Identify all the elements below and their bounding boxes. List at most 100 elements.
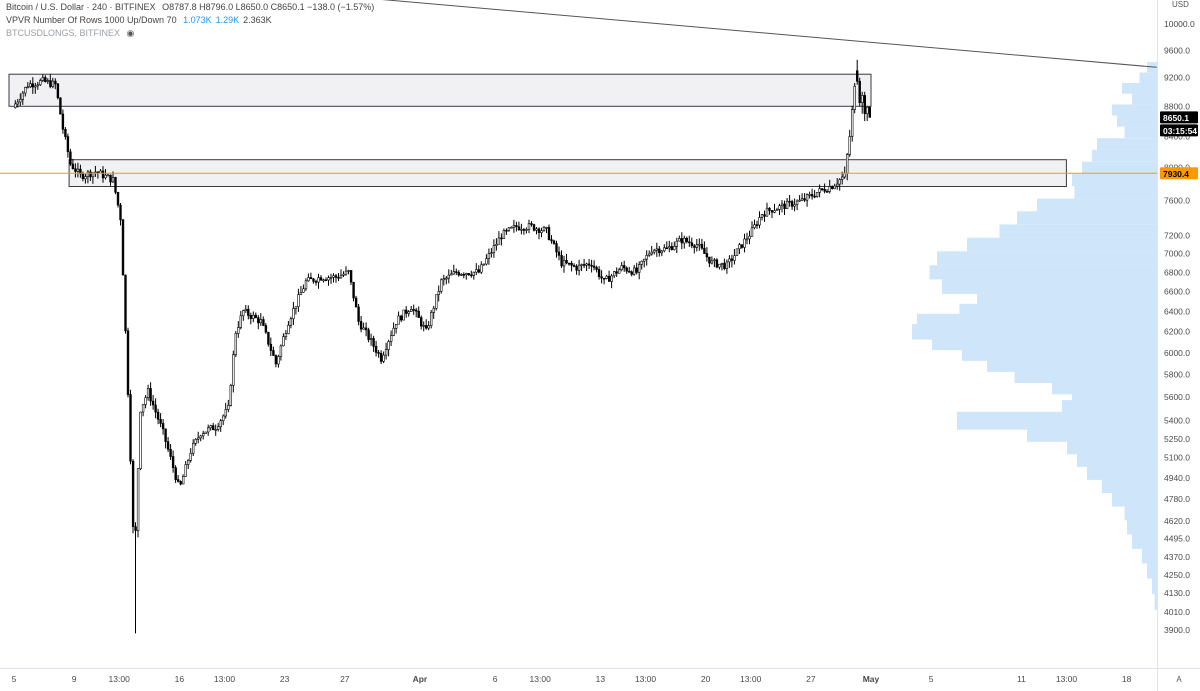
candle-body xyxy=(445,277,448,280)
candle-body xyxy=(402,309,405,321)
candle-body xyxy=(635,267,638,273)
candle-body xyxy=(99,170,102,174)
candle-body xyxy=(612,271,616,277)
price-axis[interactable]: USD10000.09600.09200.08800.08400.08000.0… xyxy=(1157,0,1199,691)
indicator-label[interactable]: VPVR Number Of Rows 1000 Up/Down 70 xyxy=(6,15,177,25)
price-tick-label: 6000.0 xyxy=(1164,348,1190,358)
candle-body xyxy=(189,452,192,461)
symbol-label[interactable]: Bitcoin / U.S. Dollar · 240 · BITFINEX xyxy=(6,2,156,12)
eye-icon[interactable]: ◉ xyxy=(126,28,135,38)
price-tick-label: 4780.0 xyxy=(1164,494,1190,504)
candle-body xyxy=(532,224,536,231)
price-tick-label: 6200.0 xyxy=(1164,327,1190,337)
candle-body xyxy=(39,80,42,86)
candle-body xyxy=(773,210,776,213)
candle-body xyxy=(730,258,734,261)
candle-body xyxy=(805,194,809,201)
candle-body xyxy=(129,394,132,462)
candle-body xyxy=(229,384,232,406)
price-tick-label: 10000.0 xyxy=(1164,19,1195,29)
candle-body xyxy=(675,240,679,247)
candle-body xyxy=(780,203,784,207)
candle-body xyxy=(783,203,786,209)
candle-body xyxy=(227,405,230,410)
currency-label: USD xyxy=(1172,0,1189,9)
candle-body xyxy=(562,259,566,267)
volume-profile-bar xyxy=(999,224,1157,238)
candle-body xyxy=(477,269,481,273)
candle-body xyxy=(557,251,561,256)
candle-body xyxy=(695,244,699,248)
candle-body xyxy=(560,255,563,267)
candle-body xyxy=(136,468,140,531)
candle-body xyxy=(232,354,235,386)
candle-body xyxy=(790,201,794,207)
candle-body xyxy=(239,315,242,328)
candle-body xyxy=(535,228,538,231)
candle-body xyxy=(808,194,811,196)
time-tick-label: 13:00 xyxy=(740,674,762,684)
candle-body xyxy=(339,275,343,279)
candle-body xyxy=(259,319,262,324)
overlay-label[interactable]: BTCUSDLONGS, BITFINEX xyxy=(6,28,121,38)
candle-body xyxy=(460,273,463,276)
volume-profile-bar xyxy=(967,237,1157,252)
candle-body xyxy=(279,345,283,357)
candle-body xyxy=(861,95,864,103)
candle-body xyxy=(725,261,729,269)
candle-body xyxy=(690,242,694,247)
candle-body xyxy=(34,85,37,88)
candle-body xyxy=(505,230,508,232)
price-tick-label: 6600.0 xyxy=(1164,287,1190,297)
ohlc-values: O8787.8 H8796.0 L8650.0 C8650.1 −138.0 (… xyxy=(162,2,375,12)
volume-profile-bar xyxy=(937,251,1157,266)
auto-scale-button[interactable]: A xyxy=(1176,675,1182,684)
candle-body xyxy=(324,279,328,282)
candle-body xyxy=(455,271,458,273)
candle-body xyxy=(492,245,496,254)
candle-body xyxy=(447,274,450,279)
candle-body xyxy=(490,252,493,254)
time-axis[interactable]: 5 9 13:00 16 13:00 23 27 Apr 6 13:00 13 13:00 20 13:0… xyxy=(0,668,1200,685)
candle-body xyxy=(69,151,72,165)
time-tick-label: May xyxy=(863,674,880,684)
last-price-label: 8650.1 xyxy=(1163,113,1189,123)
time-tick-label: 27 xyxy=(340,674,350,684)
candle-body xyxy=(289,318,293,326)
candle-body xyxy=(547,227,551,240)
candle-body xyxy=(372,338,375,347)
candle-body xyxy=(630,271,633,275)
time-tick-label: 6 xyxy=(493,674,498,684)
candle-body xyxy=(597,269,601,277)
candle-body xyxy=(212,425,215,431)
zone-rectangle[interactable] xyxy=(8,73,872,107)
volume-profile-bar xyxy=(942,279,1157,294)
candle-body xyxy=(46,80,50,82)
volume-profile-bar xyxy=(1112,104,1157,116)
candle-body xyxy=(567,262,571,265)
candle-body xyxy=(755,224,759,226)
candle-body xyxy=(156,411,160,420)
candle-body xyxy=(347,270,350,272)
trendline[interactable] xyxy=(0,0,1157,68)
candle-body xyxy=(354,297,358,308)
candle-body xyxy=(337,276,340,279)
candle-body xyxy=(394,323,398,329)
candle-body xyxy=(450,273,453,276)
candle-body xyxy=(582,264,586,266)
candle-body xyxy=(753,224,756,229)
volume-profile-bar xyxy=(1097,138,1157,150)
candle-body xyxy=(342,273,345,276)
candle-body xyxy=(858,80,861,103)
candle-body xyxy=(502,230,506,239)
candle-body xyxy=(868,106,872,118)
legend-indicator-row: VPVR Number Of Rows 1000 Up/Down 70 1.07… xyxy=(6,15,276,25)
candle-body xyxy=(124,274,127,332)
candle-body xyxy=(748,235,751,240)
horizontal-line-price-label-bg xyxy=(1160,167,1198,180)
time-tick-label: 20 xyxy=(701,674,711,684)
price-tick-label: 3900.0 xyxy=(1164,625,1190,635)
volume-profile-bar xyxy=(1132,93,1157,105)
candle-body xyxy=(126,330,130,395)
